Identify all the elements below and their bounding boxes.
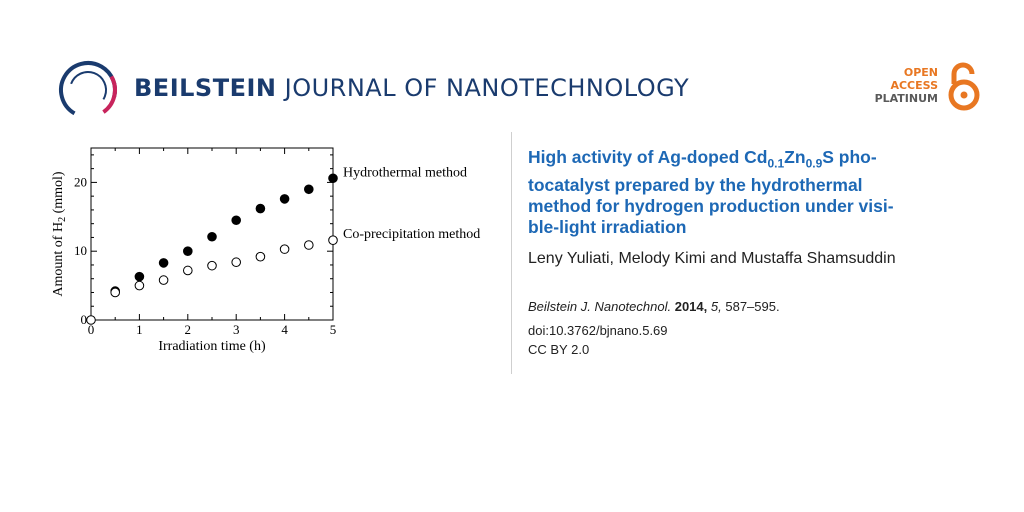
coprecipitation-point bbox=[134, 280, 145, 291]
open-access-badge: OPEN ACCESS PLATINUM bbox=[844, 62, 984, 112]
hydrothermal-point bbox=[304, 184, 314, 195]
coprecipitation-point bbox=[255, 251, 266, 262]
coprecipitation-point bbox=[328, 235, 338, 245]
hydrothermal-point bbox=[255, 203, 266, 214]
series-label: Hydrothermal method bbox=[343, 165, 467, 180]
vertical-divider bbox=[511, 132, 512, 374]
doi[interactable]: doi:10.3762/bjnano.5.69 bbox=[528, 322, 668, 338]
license[interactable]: CC BY 2.0 bbox=[528, 341, 590, 357]
x-tick-label: 5 bbox=[330, 322, 337, 337]
x-axis-label: Irradiation time (h) bbox=[158, 339, 266, 354]
beilstein-logo-icon bbox=[59, 61, 117, 119]
x-tick-label: 0 bbox=[88, 322, 95, 337]
coprecipitation-point bbox=[158, 275, 169, 285]
y-tick-label: 10 bbox=[74, 243, 87, 258]
hydrothermal-point bbox=[328, 173, 338, 184]
coprecipitation-point bbox=[110, 287, 120, 298]
x-tick-label: 4 bbox=[281, 322, 288, 337]
coprecipitation-point bbox=[86, 315, 96, 325]
open-access-line3: PLATINUM bbox=[874, 92, 938, 105]
article-title[interactable]: High activity of Ag-doped Cd0.1Zn0.9S ph… bbox=[528, 147, 894, 237]
hydrothermal-point bbox=[279, 194, 290, 204]
citation-year: 2014, bbox=[674, 298, 708, 314]
journal-abbrev: Beilstein J. Nanotechnol. bbox=[528, 298, 672, 314]
h2-production-chart: 0 1 2 3 4 5 0 10 20 Irradiation time (h) Amount … bbox=[51, 147, 480, 354]
hydrothermal-point bbox=[134, 271, 145, 282]
journal-name[interactable]: BEILSTEIN JOURNAL OF NANOTECHNOLOGY bbox=[134, 74, 689, 102]
coprecipitation-point bbox=[279, 244, 290, 254]
article-info: High activity of Ag-doped Cd0.1Zn0.9S ph… bbox=[528, 147, 968, 357]
open-access-line1: OPEN bbox=[903, 66, 938, 79]
open-lock-icon bbox=[948, 62, 980, 111]
open-access-line2: ACCESS bbox=[890, 79, 938, 92]
hydrothermal-point bbox=[158, 258, 169, 268]
hydrothermal-point bbox=[207, 231, 217, 242]
x-tick-label: 1 bbox=[136, 322, 143, 337]
coprecipitation-point bbox=[207, 260, 217, 271]
coprecipitation-point bbox=[183, 265, 193, 276]
journal-name-bold: BEILSTEIN bbox=[134, 74, 277, 102]
journal-name-rest: JOURNAL OF NANOTECHNOLOGY bbox=[284, 74, 690, 102]
series-label: Co-precipitation method bbox=[343, 227, 480, 242]
y-axis-label: Amount of H2 (mmol) bbox=[51, 171, 68, 297]
coprecipitation-point bbox=[304, 240, 314, 250]
x-tick-label: 2 bbox=[185, 322, 192, 337]
y-axis-label-unit: (mmol) bbox=[51, 171, 66, 217]
hydrothermal-point bbox=[231, 215, 241, 226]
coprecipitation-point bbox=[231, 257, 241, 268]
y-tick-label: 20 bbox=[74, 174, 87, 189]
y-axis-label-sub: 2 bbox=[57, 217, 68, 222]
y-tick-label: 0 bbox=[81, 312, 88, 327]
citation-volume: 5, bbox=[710, 298, 722, 314]
x-tick-label: 3 bbox=[233, 322, 240, 337]
y-axis-label-main: Amount of H bbox=[51, 222, 66, 297]
hydrothermal-point bbox=[183, 246, 193, 256]
citation-pages: 587–595. bbox=[725, 298, 780, 314]
citation: Beilstein J. Nanotechnol. 2014, 5, 587–5… bbox=[528, 299, 968, 314]
article-authors: Leny Yuliati, Melody Kimi and Mustaffa S… bbox=[528, 249, 896, 267]
